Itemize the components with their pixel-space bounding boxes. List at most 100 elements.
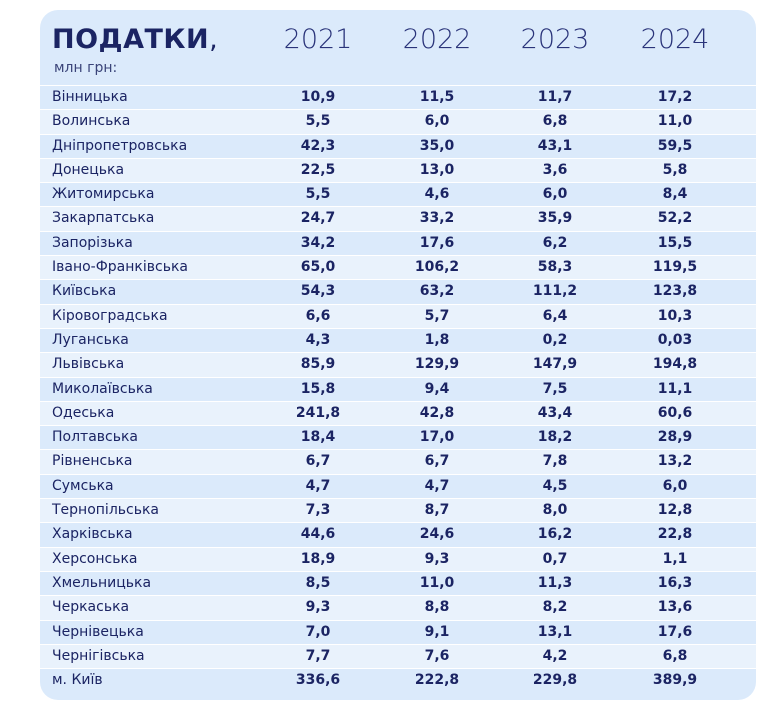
cell-value: 123,8: [652, 283, 698, 300]
cell-value: 4,2: [542, 647, 568, 664]
cell-value: 6,8: [542, 113, 568, 130]
region-name: Кіровоградська: [52, 307, 168, 324]
cell-value: 60,6: [657, 404, 693, 421]
table-row: Івано-Франківська 65,0 106,2 58,3 119,5: [40, 255, 756, 280]
cell-value: 35,9: [537, 210, 573, 227]
cell-value: 22,5: [300, 161, 336, 178]
cell-value: 16,3: [657, 574, 693, 591]
cell-value: 11,7: [537, 89, 573, 105]
cell-value: 11,0: [657, 113, 693, 130]
region-name: Сумська: [52, 477, 114, 494]
region-name: Одеська: [52, 404, 115, 421]
cell-value: 15,5: [657, 234, 693, 251]
table-row: Херсонська 18,9 9,3 0,7 1,1: [40, 546, 756, 571]
table-row: Сумська 4,7 4,7 4,5 6,0: [40, 473, 756, 498]
cell-value: 229,8: [532, 672, 578, 689]
cell-value: 5,8: [662, 161, 688, 178]
cell-value: 59,5: [657, 137, 693, 154]
cell-value: 12,8: [657, 502, 693, 519]
table-row: Миколаївська 15,8 9,4 7,5 11,1: [40, 376, 756, 401]
cell-value: 6,2: [542, 234, 568, 251]
cell-value: 43,4: [537, 404, 573, 421]
cell-value: 8,5: [305, 574, 331, 591]
cell-value: 5,7: [424, 307, 450, 324]
cell-value: 1,1: [662, 550, 688, 567]
cell-value: 6,0: [542, 186, 568, 203]
cell-value: 0,2: [542, 331, 568, 348]
region-name: Херсонська: [52, 550, 138, 567]
cell-value: 18,4: [300, 429, 336, 446]
cell-value: 3,6: [542, 161, 568, 178]
cell-value: 7,7: [305, 647, 331, 664]
cell-value: 129,9: [414, 356, 460, 373]
region-name: Рівненська: [52, 453, 133, 470]
cell-value: 0,7: [542, 550, 568, 567]
region-name: Тернопільська: [52, 502, 159, 519]
cell-value: 7,0: [305, 623, 331, 640]
region-name: Івано-Франківська: [52, 259, 188, 276]
cell-value: 13,2: [657, 453, 693, 470]
region-name: Закарпатська: [52, 210, 155, 227]
cell-value: 10,3: [657, 307, 693, 324]
region-name: Хмельницька: [52, 574, 152, 591]
region-name: Луганська: [52, 331, 129, 348]
cell-value: 35,0: [419, 137, 455, 154]
cell-value: 42,3: [300, 137, 336, 154]
region-name: Київська: [52, 283, 117, 300]
cell-value: 4,3: [305, 331, 331, 348]
region-name: Волинська: [52, 113, 131, 130]
cell-value: 6,0: [662, 477, 688, 494]
region-name: Чернівецька: [52, 623, 144, 640]
cell-value: 8,4: [662, 186, 688, 203]
cell-value: 7,5: [542, 380, 568, 397]
table-row: Волинська 5,5 6,0 6,8 11,0: [40, 109, 756, 134]
cell-value: 194,8: [652, 356, 698, 373]
cell-value: 111,2: [532, 283, 578, 300]
region-name: Полтавська: [52, 429, 139, 446]
column-header: 2023: [520, 24, 590, 55]
table-row: Хмельницька 8,5 11,0 11,3 16,3: [40, 570, 756, 595]
cell-value: 15,8: [300, 380, 336, 397]
table-row: Донецька 22,5 13,0 3,6 5,8: [40, 157, 756, 183]
region-name: Запорізька: [52, 234, 133, 251]
cell-value: 336,6: [295, 672, 341, 689]
column-headers: 2021 2022 2023 2024: [40, 24, 756, 60]
cell-value: 11,0: [419, 574, 455, 591]
cell-value: 17,0: [419, 429, 455, 446]
cell-value: 5,5: [305, 186, 331, 203]
cell-value: 24,7: [300, 210, 336, 227]
cell-value: 9,4: [424, 380, 450, 397]
title: ПОДАТКИ: [52, 24, 210, 55]
cell-value: 6,6: [305, 307, 331, 324]
cell-value: 28,9: [657, 429, 693, 446]
table-row: Черкаська 9,3 8,8 8,2 13,6: [40, 595, 756, 620]
region-name: Харківська: [52, 526, 133, 543]
cell-value: 241,8: [295, 404, 341, 421]
cell-value: 6,0: [424, 113, 450, 130]
subtitle: млн грн:: [54, 60, 118, 76]
cell-value: 52,2: [657, 210, 693, 227]
cell-value: 13,0: [419, 161, 455, 178]
cell-value: 7,8: [542, 453, 568, 470]
cell-value: 17,2: [657, 89, 693, 105]
cell-value: 11,5: [419, 89, 455, 105]
table-row: Вінницька 10,9 11,5 11,7 17,2: [40, 85, 756, 109]
cell-value: 54,3: [300, 283, 336, 300]
table-row: Закарпатська 24,7 33,2 35,9 52,2: [40, 206, 756, 231]
cell-value: 8,8: [424, 599, 450, 616]
table-row: Полтавська 18,4 17,0 18,2 28,9: [40, 425, 756, 449]
cell-value: 58,3: [537, 259, 573, 276]
cell-value: 44,6: [300, 526, 336, 543]
table-row: Рівненська 6,7 6,7 7,8 13,2: [40, 449, 756, 474]
cell-value: 16,2: [537, 526, 573, 543]
table-row: Харківська 44,6 24,6 16,2 22,8: [40, 522, 756, 546]
table-row: Чернівецька 7,0 9,1 13,1 17,6: [40, 619, 756, 644]
column-header: 2024: [640, 24, 710, 55]
cell-value: 18,2: [537, 429, 573, 446]
cell-value: 4,7: [305, 477, 331, 494]
cell-value: 9,3: [305, 599, 331, 616]
cell-value: 389,9: [652, 672, 698, 689]
column-header: 2021: [283, 24, 353, 55]
cell-value: 8,7: [424, 502, 450, 519]
